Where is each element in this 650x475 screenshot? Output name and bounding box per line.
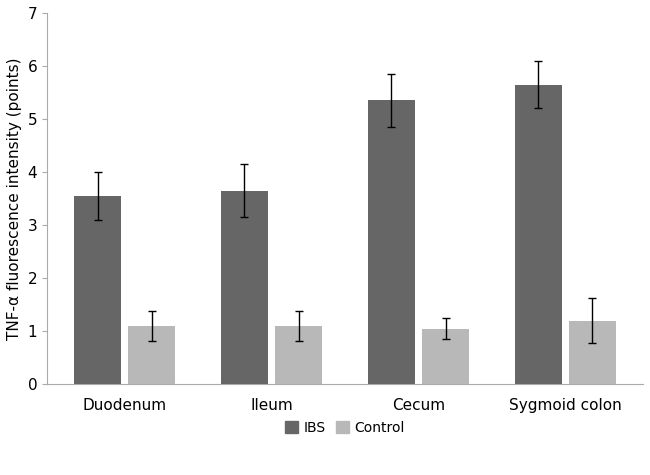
Bar: [275, 326, 322, 384]
Bar: [129, 326, 176, 384]
Legend: IBS, Control: IBS, Control: [280, 416, 410, 440]
Bar: [569, 321, 616, 384]
Y-axis label: TNF-α fluorescence intensity (points): TNF-α fluorescence intensity (points): [7, 57, 22, 340]
Bar: [74, 196, 121, 384]
Bar: [368, 101, 415, 384]
Bar: [422, 329, 469, 384]
Bar: [221, 190, 268, 384]
Bar: [515, 85, 562, 384]
